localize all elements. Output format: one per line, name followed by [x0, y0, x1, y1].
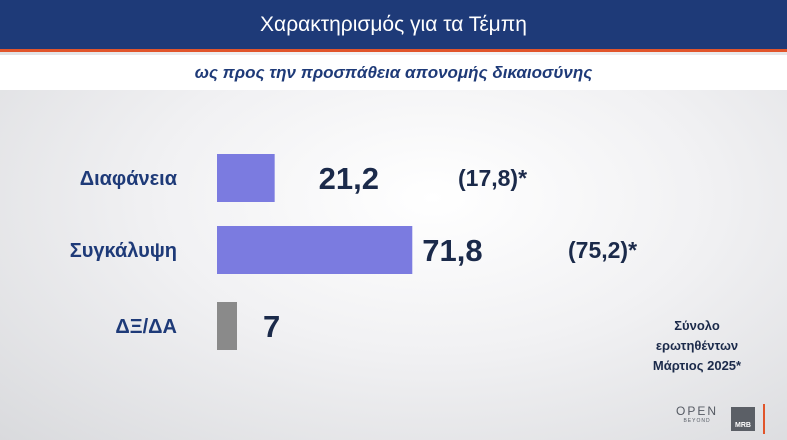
- open-logo-text: OPEN: [675, 404, 718, 418]
- note-line-3: Μάρτιος 2025*: [652, 358, 742, 373]
- bar: [217, 226, 413, 274]
- chart-title: Χαρακτηρισμός για τα Τέμπη: [260, 12, 527, 36]
- brand-divider: [763, 404, 765, 434]
- bar: [217, 302, 237, 350]
- note-line-2: ερωτηθέντων: [655, 338, 739, 353]
- previous-value-label: (17,8)*: [458, 165, 527, 191]
- value-label: 7: [263, 309, 280, 344]
- subtitle-bar: ως προς την προσπάθεια απονομής δικαιοσύ…: [0, 55, 787, 90]
- open-beyond-logo: OPEN BEYOND: [674, 405, 720, 425]
- mrb-logo-text: MRB: [735, 422, 751, 429]
- value-label: 71,8: [422, 233, 482, 268]
- mrb-logo: MRB: [731, 407, 755, 431]
- category-label: Διαφάνεια: [80, 168, 178, 190]
- value-label: 21,2: [319, 161, 379, 196]
- previous-value-label: (75,2)*: [568, 237, 637, 263]
- title-bar: Χαρακτηρισμός για τα Τέμπη: [0, 0, 787, 52]
- note-line-1: Σύνολο: [674, 318, 720, 333]
- chart-subtitle: ως προς την προσπάθεια απονομής δικαιοσύ…: [194, 62, 593, 82]
- sample-note: Σύνολο ερωτηθέντων Μάρτιος 2025*: [632, 316, 762, 376]
- open-logo-subtext: BEYOND: [683, 418, 711, 424]
- category-label: ΔΞ/ΔΑ: [115, 316, 177, 338]
- bar: [217, 154, 275, 202]
- category-label: Συγκάλυψη: [70, 240, 177, 262]
